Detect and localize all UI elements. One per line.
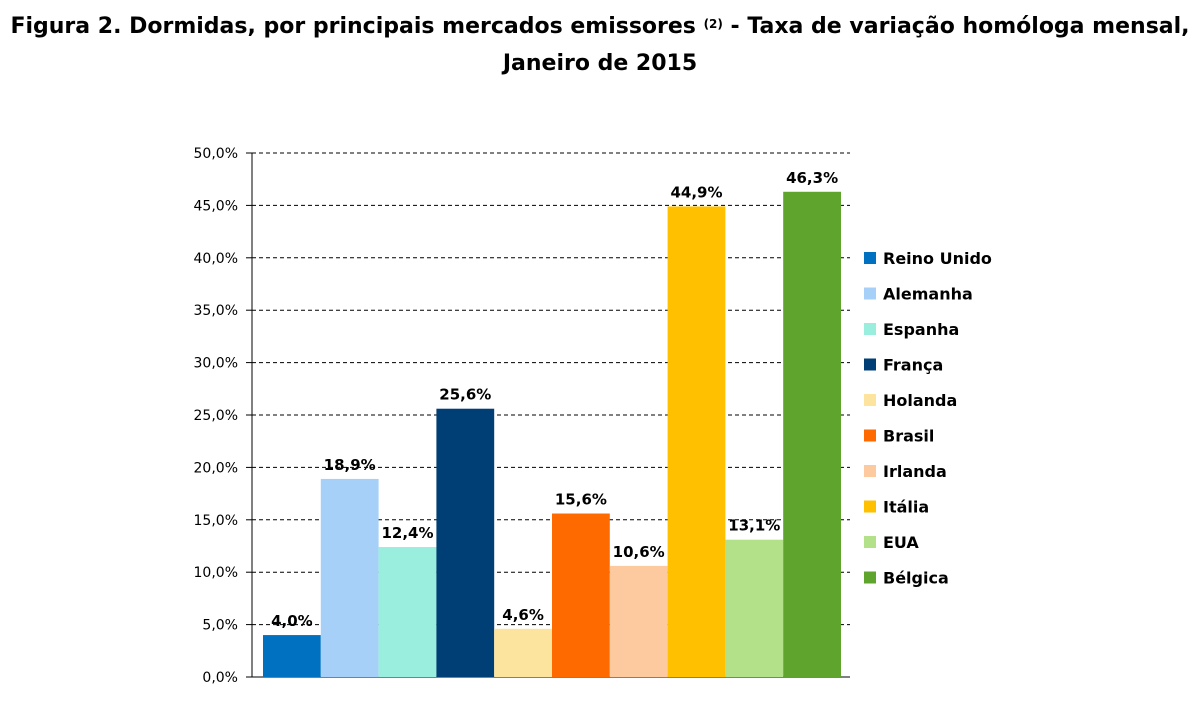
data-label: 15,6% — [555, 491, 607, 509]
legend-swatch — [864, 394, 876, 406]
bar-holanda — [494, 628, 552, 677]
data-label: 12,4% — [381, 524, 433, 542]
bar-irlanda — [609, 565, 668, 677]
legend-swatch — [864, 465, 876, 477]
legend-label: Reino Unido — [883, 249, 992, 268]
legend-swatch — [864, 252, 876, 264]
data-label: 46,3% — [786, 169, 838, 187]
bar-itália — [667, 206, 726, 677]
legend-label: Holanda — [883, 391, 957, 410]
bar-bélgica — [783, 191, 841, 677]
y-tick-label: 10,0% — [194, 565, 238, 581]
legend-swatch — [864, 429, 876, 442]
legend-swatch — [864, 323, 876, 335]
legend-label: Brasil — [883, 427, 934, 446]
data-label: 10,6% — [613, 543, 665, 561]
title-line1-rest: - Taxa de variação homóloga mensal, — [722, 14, 1190, 39]
data-label: 25,6% — [439, 386, 491, 404]
legend-label: Bélgica — [883, 569, 949, 588]
chart-title: Figura 2. Dormidas, por principais merca… — [0, 8, 1200, 82]
y-tick-label: 0,0% — [202, 670, 238, 686]
y-tick-label: 20,0% — [194, 460, 238, 476]
bar-alemanha — [320, 478, 379, 677]
legend-swatch — [864, 287, 876, 300]
legend-label: Itália — [883, 498, 929, 517]
legend-swatch — [864, 571, 876, 584]
data-label: 44,9% — [670, 183, 722, 201]
legend-label: Irlanda — [883, 462, 947, 481]
bar-frança — [436, 408, 495, 677]
y-tick-label: 5,0% — [202, 618, 238, 634]
data-label: 18,9% — [324, 456, 376, 474]
data-label: 13,1% — [728, 517, 780, 535]
legend-swatch — [864, 500, 876, 513]
title-line1-text: Figura 2. Dormidas, por principais merca… — [10, 14, 704, 39]
y-tick-label: 50,0% — [194, 146, 238, 162]
bar-reino-unido — [263, 635, 321, 677]
legend-label: França — [883, 356, 943, 375]
y-tick-label: 25,0% — [194, 408, 238, 424]
legend-swatch — [864, 536, 876, 548]
legend-label: Alemanha — [883, 285, 973, 304]
y-tick-label: 40,0% — [194, 251, 238, 267]
legend-label: Espanha — [883, 320, 959, 339]
bar-brasil — [552, 513, 610, 677]
y-tick-label: 45,0% — [194, 198, 238, 214]
data-label: 4,0% — [271, 612, 313, 630]
data-label: 4,6% — [502, 606, 544, 624]
bar-eua — [725, 539, 784, 677]
y-tick-label: 15,0% — [194, 513, 238, 529]
y-tick-label: 30,0% — [194, 356, 238, 372]
bar-espanha — [378, 547, 437, 677]
title-line2: Janeiro de 2015 — [502, 51, 698, 76]
y-tick-label: 35,0% — [194, 303, 238, 319]
legend-swatch — [864, 358, 876, 371]
legend-label: EUA — [883, 533, 919, 552]
title-footnote-ref: (2) — [703, 17, 723, 31]
